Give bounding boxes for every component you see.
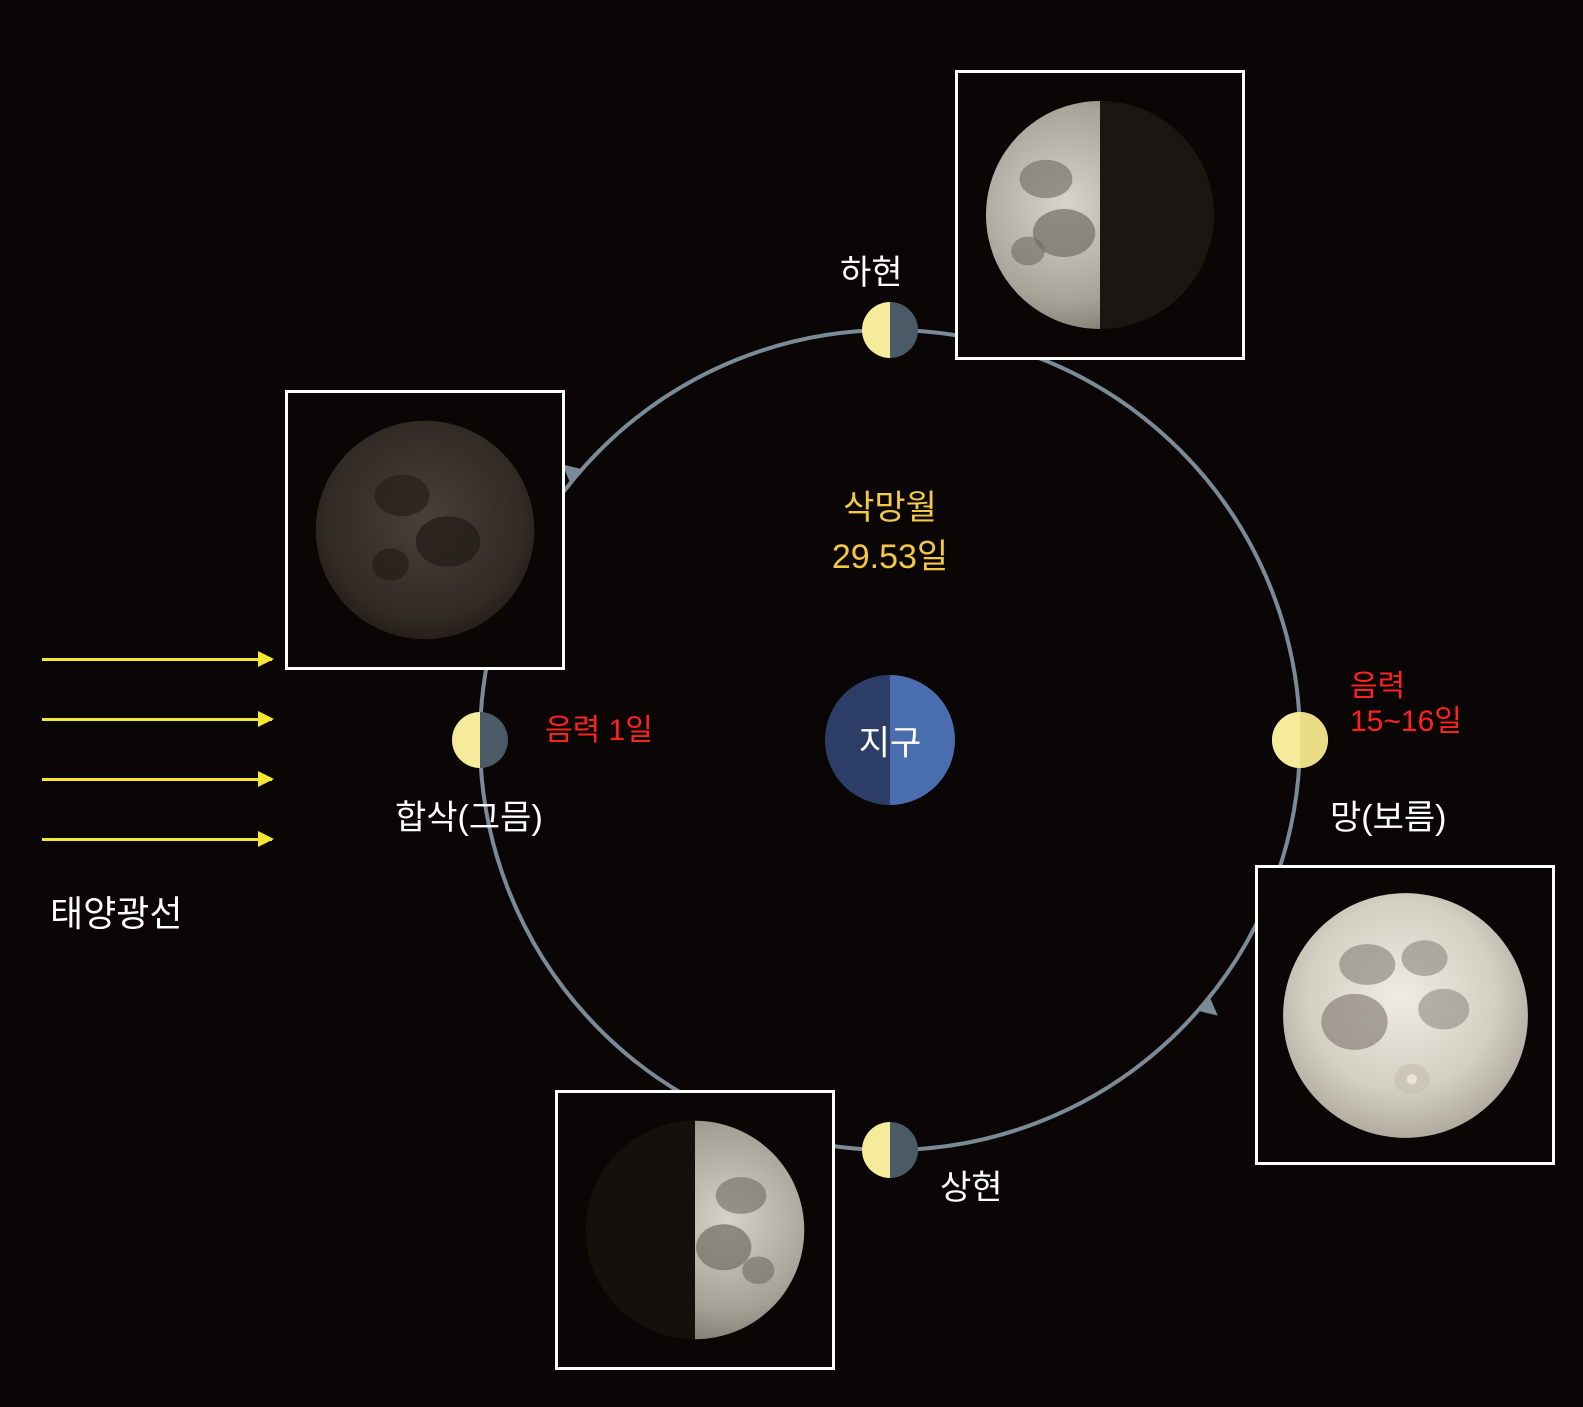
moon-photo-new-moon <box>285 390 565 670</box>
orbit-moon-top <box>862 302 918 358</box>
moon-photo-full-moon-svg <box>1278 888 1533 1143</box>
orbit-moon-right-lit <box>1272 712 1300 768</box>
orbit-moon-right <box>1272 712 1328 768</box>
sunlight-arrow-3 <box>42 778 272 781</box>
label-full-moon-date-line2: 15~16일 <box>1350 705 1462 740</box>
sunlight-arrow-2 <box>42 718 272 721</box>
moon-photo-last-quarter-svg <box>980 95 1220 335</box>
earth: 지구 <box>825 675 955 805</box>
orbit-moon-left <box>452 712 508 768</box>
synodic-month-label: 삭망월 29.53일 <box>790 480 990 578</box>
label-first-quarter: 상현 <box>940 1160 1003 1209</box>
label-last-quarter: 하현 <box>840 245 903 294</box>
lunar-phase-diagram: 지구 삭망월 29.53일 하현 상현 합삭(그믐) 음력 1일 망(보름) 음… <box>0 0 1583 1407</box>
earth-label: 지구 <box>825 716 955 765</box>
label-new-moon-date: 음력 1일 <box>545 705 653 749</box>
synodic-month-line2: 29.53일 <box>790 529 990 578</box>
orbit-arrowhead-2 <box>1198 997 1223 1022</box>
sunlight-arrow-1 <box>42 658 272 661</box>
synodic-month-line1: 삭망월 <box>790 480 990 529</box>
moon-photo-last-quarter <box>955 70 1245 360</box>
sunlight-label: 태양광선 <box>50 885 182 937</box>
moon-photo-full-moon <box>1255 865 1555 1165</box>
label-new-moon: 합삭(그믐) <box>395 790 543 839</box>
moon-photo-first-quarter-svg <box>580 1115 810 1345</box>
orbit-moon-right-lit2 <box>1300 712 1328 768</box>
moon-photo-new-moon-svg <box>310 415 540 645</box>
label-full-moon-date-line1: 음력 <box>1350 670 1462 705</box>
moon-photo-first-quarter <box>555 1090 835 1370</box>
label-full-moon: 망(보름) <box>1330 790 1446 839</box>
sunlight-arrow-4 <box>42 838 272 841</box>
orbit-moon-bottom <box>862 1122 918 1178</box>
label-full-moon-date: 음력 15~16일 <box>1350 670 1462 739</box>
